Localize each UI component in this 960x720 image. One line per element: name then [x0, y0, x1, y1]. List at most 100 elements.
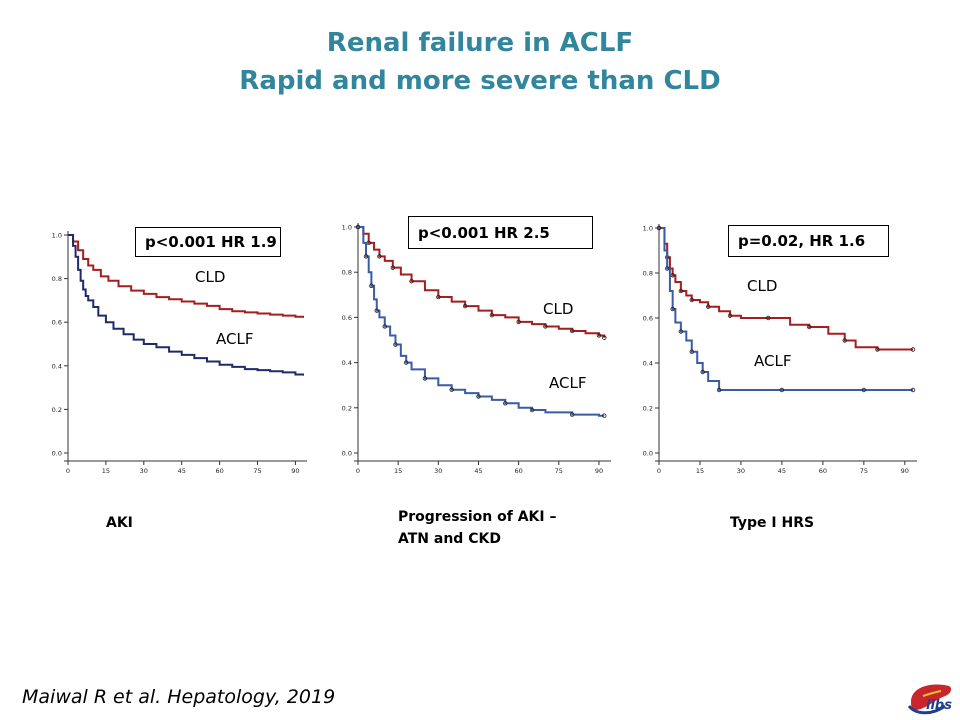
censor-mark	[390, 265, 396, 270]
km-curve-aclf	[358, 226, 605, 417]
x-tick-label: 75	[860, 467, 868, 475]
y-tick-label: 0.4	[643, 360, 653, 368]
caption-progression: Progression of AKI – ATN and CKD	[398, 509, 557, 547]
censor-mark	[516, 319, 521, 325]
censor-mark	[476, 394, 481, 399]
slide-title-line1: Renal failure in ACLF	[326, 28, 634, 58]
censor-mark	[910, 387, 916, 393]
x-tick-label: 45	[178, 467, 186, 475]
censor-mark	[529, 407, 535, 413]
x-tick-label: 60	[819, 467, 827, 475]
censor-mark	[569, 328, 575, 334]
x-tick-label: 60	[215, 467, 223, 475]
x-tick-label: 0	[657, 467, 661, 475]
x-tick-label: 15	[696, 467, 704, 475]
x-tick-label: 90	[901, 467, 909, 475]
y-tick-label: 1.0	[52, 232, 62, 240]
x-tick-label: 75	[555, 467, 563, 475]
stat-box-aki: p<0.001 HR 1.9	[135, 227, 281, 257]
censor-mark	[766, 315, 771, 321]
series-label-aclf-progression: ACLF	[549, 374, 587, 392]
y-tick-label: 0.6	[342, 314, 352, 322]
x-tick-label: 30	[737, 467, 745, 475]
x-tick-label: 90	[291, 467, 299, 475]
km-curve-aclf	[68, 234, 304, 376]
censor-mark	[807, 324, 812, 330]
censor-mark	[369, 283, 374, 288]
censor-mark	[602, 413, 607, 418]
x-tick-label: 30	[434, 467, 442, 475]
stat-box-progression: p<0.001 HR 2.5	[408, 216, 593, 249]
censor-mark	[393, 342, 398, 347]
stat-box-hrs: p=0.02, HR 1.6	[728, 225, 889, 257]
censor-mark	[779, 387, 785, 393]
y-tick-label: 0.0	[643, 450, 653, 458]
y-tick-label: 1.0	[643, 225, 653, 233]
series-label-aclf-aki: ACLF	[216, 330, 254, 348]
y-tick-label: 0.4	[342, 359, 352, 367]
censor-mark	[678, 329, 684, 334]
y-tick-label: 0.2	[52, 406, 62, 414]
caption-hrs: Type I HRS	[730, 515, 815, 531]
y-tick-label: 0.2	[342, 404, 352, 412]
x-tick-label: 75	[253, 467, 261, 475]
censor-mark	[705, 304, 711, 309]
censor-mark	[689, 349, 694, 354]
km-curve-aclf	[659, 227, 913, 391]
x-tick-label: 15	[102, 467, 110, 475]
censor-mark	[716, 387, 722, 393]
censor-mark	[861, 387, 867, 393]
x-tick-label: 60	[515, 467, 523, 475]
censor-mark	[377, 254, 382, 259]
slide-title-line2: Rapid and more severe than CLD	[239, 66, 721, 96]
x-tick-label: 0	[356, 467, 360, 475]
x-tick-label: 90	[595, 467, 603, 475]
y-tick-label: 0.0	[52, 450, 62, 458]
censor-mark	[700, 369, 705, 375]
censor-mark	[355, 224, 361, 230]
y-tick-label: 0.8	[52, 275, 62, 283]
km-plot-aki: 0.0 0.2 0.4 0.6 0.8 1.0 0 15 30 45 60 75 90	[52, 231, 307, 475]
y-tick-label: 1.0	[342, 224, 352, 232]
censor-mark	[382, 324, 387, 329]
censor-mark	[689, 297, 694, 303]
censor-mark	[503, 401, 508, 406]
x-tick-label: 15	[394, 467, 402, 475]
y-tick-label: 0.8	[342, 269, 352, 277]
censor-mark	[875, 347, 880, 352]
censor-mark	[422, 376, 428, 381]
series-label-cld-aki: CLD	[195, 268, 226, 286]
logo-text: ilbs	[926, 698, 952, 713]
km-curve-cld	[659, 227, 913, 351]
citation: Maiwal R et al. Hepatology, 2019	[22, 686, 336, 708]
censor-mark	[409, 279, 414, 284]
y-tick-label: 0.6	[643, 315, 653, 323]
censor-mark	[403, 360, 409, 365]
y-tick-label: 0.8	[643, 270, 653, 278]
km-plot-type1-hrs: 0.0 0.2 0.4 0.6 0.8 1.0 0 15 30 45 60 75 90	[643, 224, 917, 475]
censor-mark	[449, 387, 454, 392]
x-tick-label: 0	[66, 467, 70, 475]
series-label-cld-hrs: CLD	[747, 277, 778, 295]
censor-mark	[602, 335, 607, 340]
censor-mark	[436, 294, 441, 300]
y-tick-label: 0.2	[643, 405, 653, 413]
censor-mark	[670, 306, 675, 312]
caption-aki: AKI	[106, 515, 133, 531]
km-curve-cld	[358, 226, 606, 338]
y-tick-label: 0.4	[52, 362, 62, 370]
censor-mark	[727, 313, 733, 318]
series-label-cld-progression: CLD	[543, 300, 574, 318]
x-tick-label: 45	[474, 467, 482, 475]
censor-mark	[489, 312, 495, 318]
y-tick-label: 0.0	[342, 450, 352, 458]
km-plot-aki-progression: 0.0 0.2 0.4 0.6 0.8 1.0 0 15 30 45 60 75 90	[342, 223, 611, 475]
censor-mark	[462, 303, 468, 309]
km-curve-cld	[68, 234, 304, 318]
series-label-aclf-hrs: ACLF	[754, 352, 792, 370]
censor-mark	[363, 254, 369, 259]
censor-mark	[596, 333, 602, 338]
censor-mark	[656, 225, 662, 231]
censor-mark	[543, 324, 548, 329]
censor-mark	[664, 266, 670, 271]
